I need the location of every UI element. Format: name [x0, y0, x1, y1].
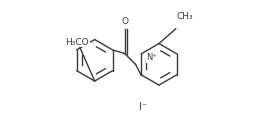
Text: O: O	[121, 17, 128, 26]
Text: N⁺: N⁺	[147, 53, 157, 62]
Text: H₃CO: H₃CO	[65, 38, 89, 47]
Text: CH₃: CH₃	[176, 12, 193, 21]
Text: I⁻: I⁻	[139, 102, 147, 112]
